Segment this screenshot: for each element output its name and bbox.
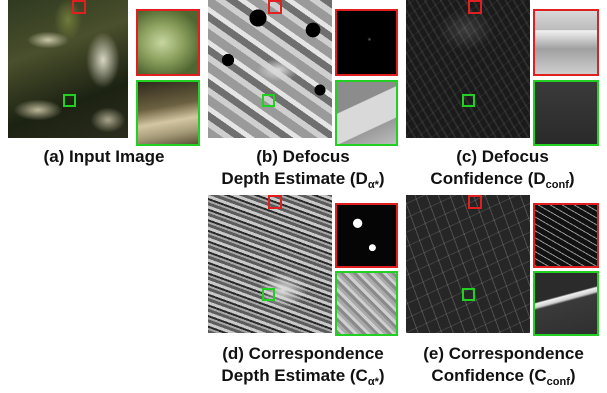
green-region-marker <box>262 94 275 107</box>
caption-a-line1: (a) Input Image <box>43 147 165 166</box>
caption-b-line1: (b) Defocus <box>256 147 350 166</box>
zoom-inset-red <box>533 9 599 76</box>
caption-d: (d) Correspondence Depth Estimate (Cα*) <box>196 343 410 388</box>
zoom-inset-red <box>533 203 599 268</box>
caption-c: (c) Defocus Confidence (Dconf) <box>400 146 605 191</box>
red-region-marker <box>72 0 86 14</box>
defocus-depth-image <box>208 0 332 138</box>
green-region-marker <box>262 288 275 301</box>
caption-e-line1: (e) Correspondence <box>423 344 584 363</box>
zoom-inset-green <box>335 271 398 336</box>
correspondence-confidence-image <box>406 195 530 333</box>
caption-c-line1: (c) Defocus <box>456 147 549 166</box>
caption-b: (b) Defocus Depth Estimate (Dα*) <box>200 146 406 191</box>
zoom-inset-green <box>533 80 599 146</box>
caption-d-line1: (d) Correspondence <box>222 344 384 363</box>
caption-e-line2: Confidence (Cconf) <box>431 366 576 388</box>
zoom-inset-red <box>335 203 398 268</box>
caption-d-line2: Depth Estimate (Cα*) <box>221 366 385 388</box>
defocus-confidence-image <box>406 0 530 138</box>
green-region-marker <box>462 288 475 301</box>
red-region-marker <box>268 0 282 14</box>
caption-c-line2: Confidence (Dconf) <box>430 169 575 191</box>
red-region-marker <box>268 195 282 209</box>
zoom-inset-green <box>136 80 200 146</box>
caption-a: (a) Input Image <box>8 146 200 168</box>
red-region-marker <box>468 0 482 14</box>
green-region-marker <box>462 94 475 107</box>
zoom-inset-red <box>136 9 200 76</box>
zoom-inset-green <box>533 271 599 336</box>
input-image <box>8 0 128 138</box>
zoom-inset-red <box>335 9 398 76</box>
zoom-inset-green <box>335 80 398 146</box>
correspondence-depth-image <box>208 195 332 333</box>
caption-e: (e) Correspondence Confidence (Cconf) <box>400 343 607 388</box>
green-region-marker <box>63 94 76 107</box>
caption-b-line2: Depth Estimate (Dα*) <box>221 169 385 191</box>
red-region-marker <box>468 195 482 209</box>
